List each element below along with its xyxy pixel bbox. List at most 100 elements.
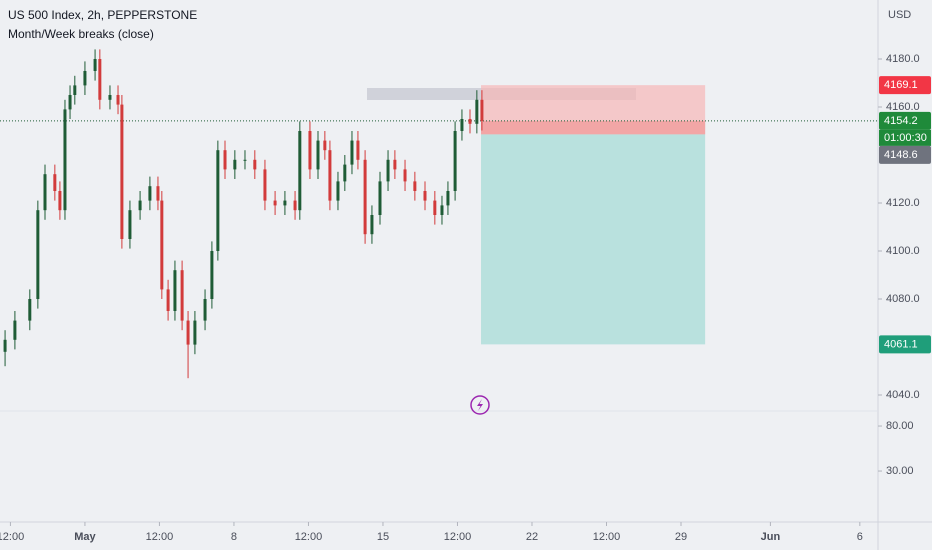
current-price-label: 4154.2 xyxy=(884,115,918,127)
candle-body xyxy=(156,186,160,201)
candle-body xyxy=(93,58,97,71)
candle-body xyxy=(298,130,302,211)
x-tick-label: 29 xyxy=(675,531,687,543)
x-tick-label: 12:00 xyxy=(444,531,472,543)
candle-body xyxy=(210,250,214,299)
x-tick-label: 12:00 xyxy=(593,531,621,543)
candle-body xyxy=(148,186,152,201)
target-zone xyxy=(481,134,706,345)
candle-body xyxy=(386,159,390,182)
candle-body xyxy=(273,200,277,206)
candle-body xyxy=(283,200,287,206)
entry-price-label: 4148.6 xyxy=(884,149,918,161)
alert-icon[interactable] xyxy=(470,395,490,415)
open-loss-zone xyxy=(481,120,706,135)
candle-body xyxy=(263,169,267,201)
indicator-tick-label: 80.00 xyxy=(886,420,914,432)
y-tick-label: 4120.0 xyxy=(886,197,920,209)
candle-body xyxy=(28,298,32,321)
candle-body xyxy=(468,118,472,124)
x-tick-label: Jun xyxy=(761,531,781,543)
y-tick-label: 4180.0 xyxy=(886,53,920,65)
indicator-name: Month/Week breaks (close) xyxy=(8,27,154,41)
chart-title: US 500 Index, 2h, PEPPERSTONE xyxy=(8,8,197,22)
candle-body xyxy=(378,181,382,215)
x-tick-label: 8 xyxy=(231,531,237,543)
y-tick-label: 4100.0 xyxy=(886,245,920,257)
x-tick-label: 12:00 xyxy=(146,531,174,543)
candle-body xyxy=(68,94,72,110)
candle-body xyxy=(460,118,464,131)
candle-body xyxy=(203,298,207,321)
candle-body xyxy=(243,159,247,161)
candle-body xyxy=(446,190,450,206)
candle-body xyxy=(180,270,184,321)
x-tick-label: 22 xyxy=(526,531,538,543)
candle-body xyxy=(108,94,112,100)
y-tick-label: 4040.0 xyxy=(886,389,920,401)
candle-body xyxy=(53,174,57,191)
candle-body xyxy=(253,159,257,170)
candle-body xyxy=(233,159,237,170)
indicator-tick-label: 30.00 xyxy=(886,465,914,477)
candle-body xyxy=(223,150,227,170)
entry-price-label-box xyxy=(879,145,931,164)
candle-body xyxy=(475,99,479,124)
x-tick-label: 12:00 xyxy=(0,531,24,543)
candle-body xyxy=(453,130,457,191)
candle-body xyxy=(480,99,484,121)
candle-body xyxy=(350,140,354,165)
candle-body xyxy=(293,200,297,211)
candle-body xyxy=(393,159,397,170)
candle-body xyxy=(128,210,132,239)
current-price-label-box xyxy=(879,111,931,130)
candle-body xyxy=(83,70,87,86)
target-price-label: 4061.1 xyxy=(884,338,918,350)
candle-body xyxy=(423,190,427,201)
candle-body xyxy=(166,289,170,311)
countdown: 01:00:30 xyxy=(884,132,927,144)
currency: USD xyxy=(888,9,911,21)
candle-body xyxy=(173,270,177,311)
candle-body xyxy=(138,200,142,211)
candle-body xyxy=(98,58,102,100)
countdown-box xyxy=(879,129,931,146)
candle-body xyxy=(328,150,332,201)
candle-body xyxy=(120,104,124,239)
candle-body xyxy=(336,181,340,201)
candle-body xyxy=(356,140,360,160)
candle-body xyxy=(160,200,164,290)
candle-body xyxy=(3,339,7,352)
candle-body xyxy=(13,320,17,340)
candle-body xyxy=(363,159,367,235)
candle-body xyxy=(43,174,47,211)
stop-price-label-box xyxy=(879,76,931,95)
candle-body xyxy=(343,164,347,182)
candle-body xyxy=(413,181,417,191)
candle-body xyxy=(58,190,62,211)
stop-price-label: 4169.1 xyxy=(884,79,918,91)
candle-body xyxy=(370,214,374,235)
candle-body xyxy=(323,140,327,151)
candle-body xyxy=(403,169,407,182)
candle-body xyxy=(216,150,220,251)
candle-body xyxy=(73,85,77,95)
y-tick-label: 4160.0 xyxy=(886,101,920,113)
candle-body xyxy=(36,210,40,299)
candle-body xyxy=(63,109,67,211)
candle-body xyxy=(116,94,120,105)
target-price-label-box xyxy=(879,335,931,354)
y-tick-label: 4080.0 xyxy=(886,293,920,305)
x-tick-label: 12:00 xyxy=(295,531,323,543)
x-tick-label: May xyxy=(74,531,96,543)
x-tick-label: 6 xyxy=(857,531,863,543)
candle-body xyxy=(316,140,320,170)
candle-body xyxy=(186,320,190,345)
candle-body xyxy=(440,205,444,215)
candle-body xyxy=(308,130,312,170)
candle-body xyxy=(193,320,197,345)
candle-body xyxy=(433,200,437,215)
